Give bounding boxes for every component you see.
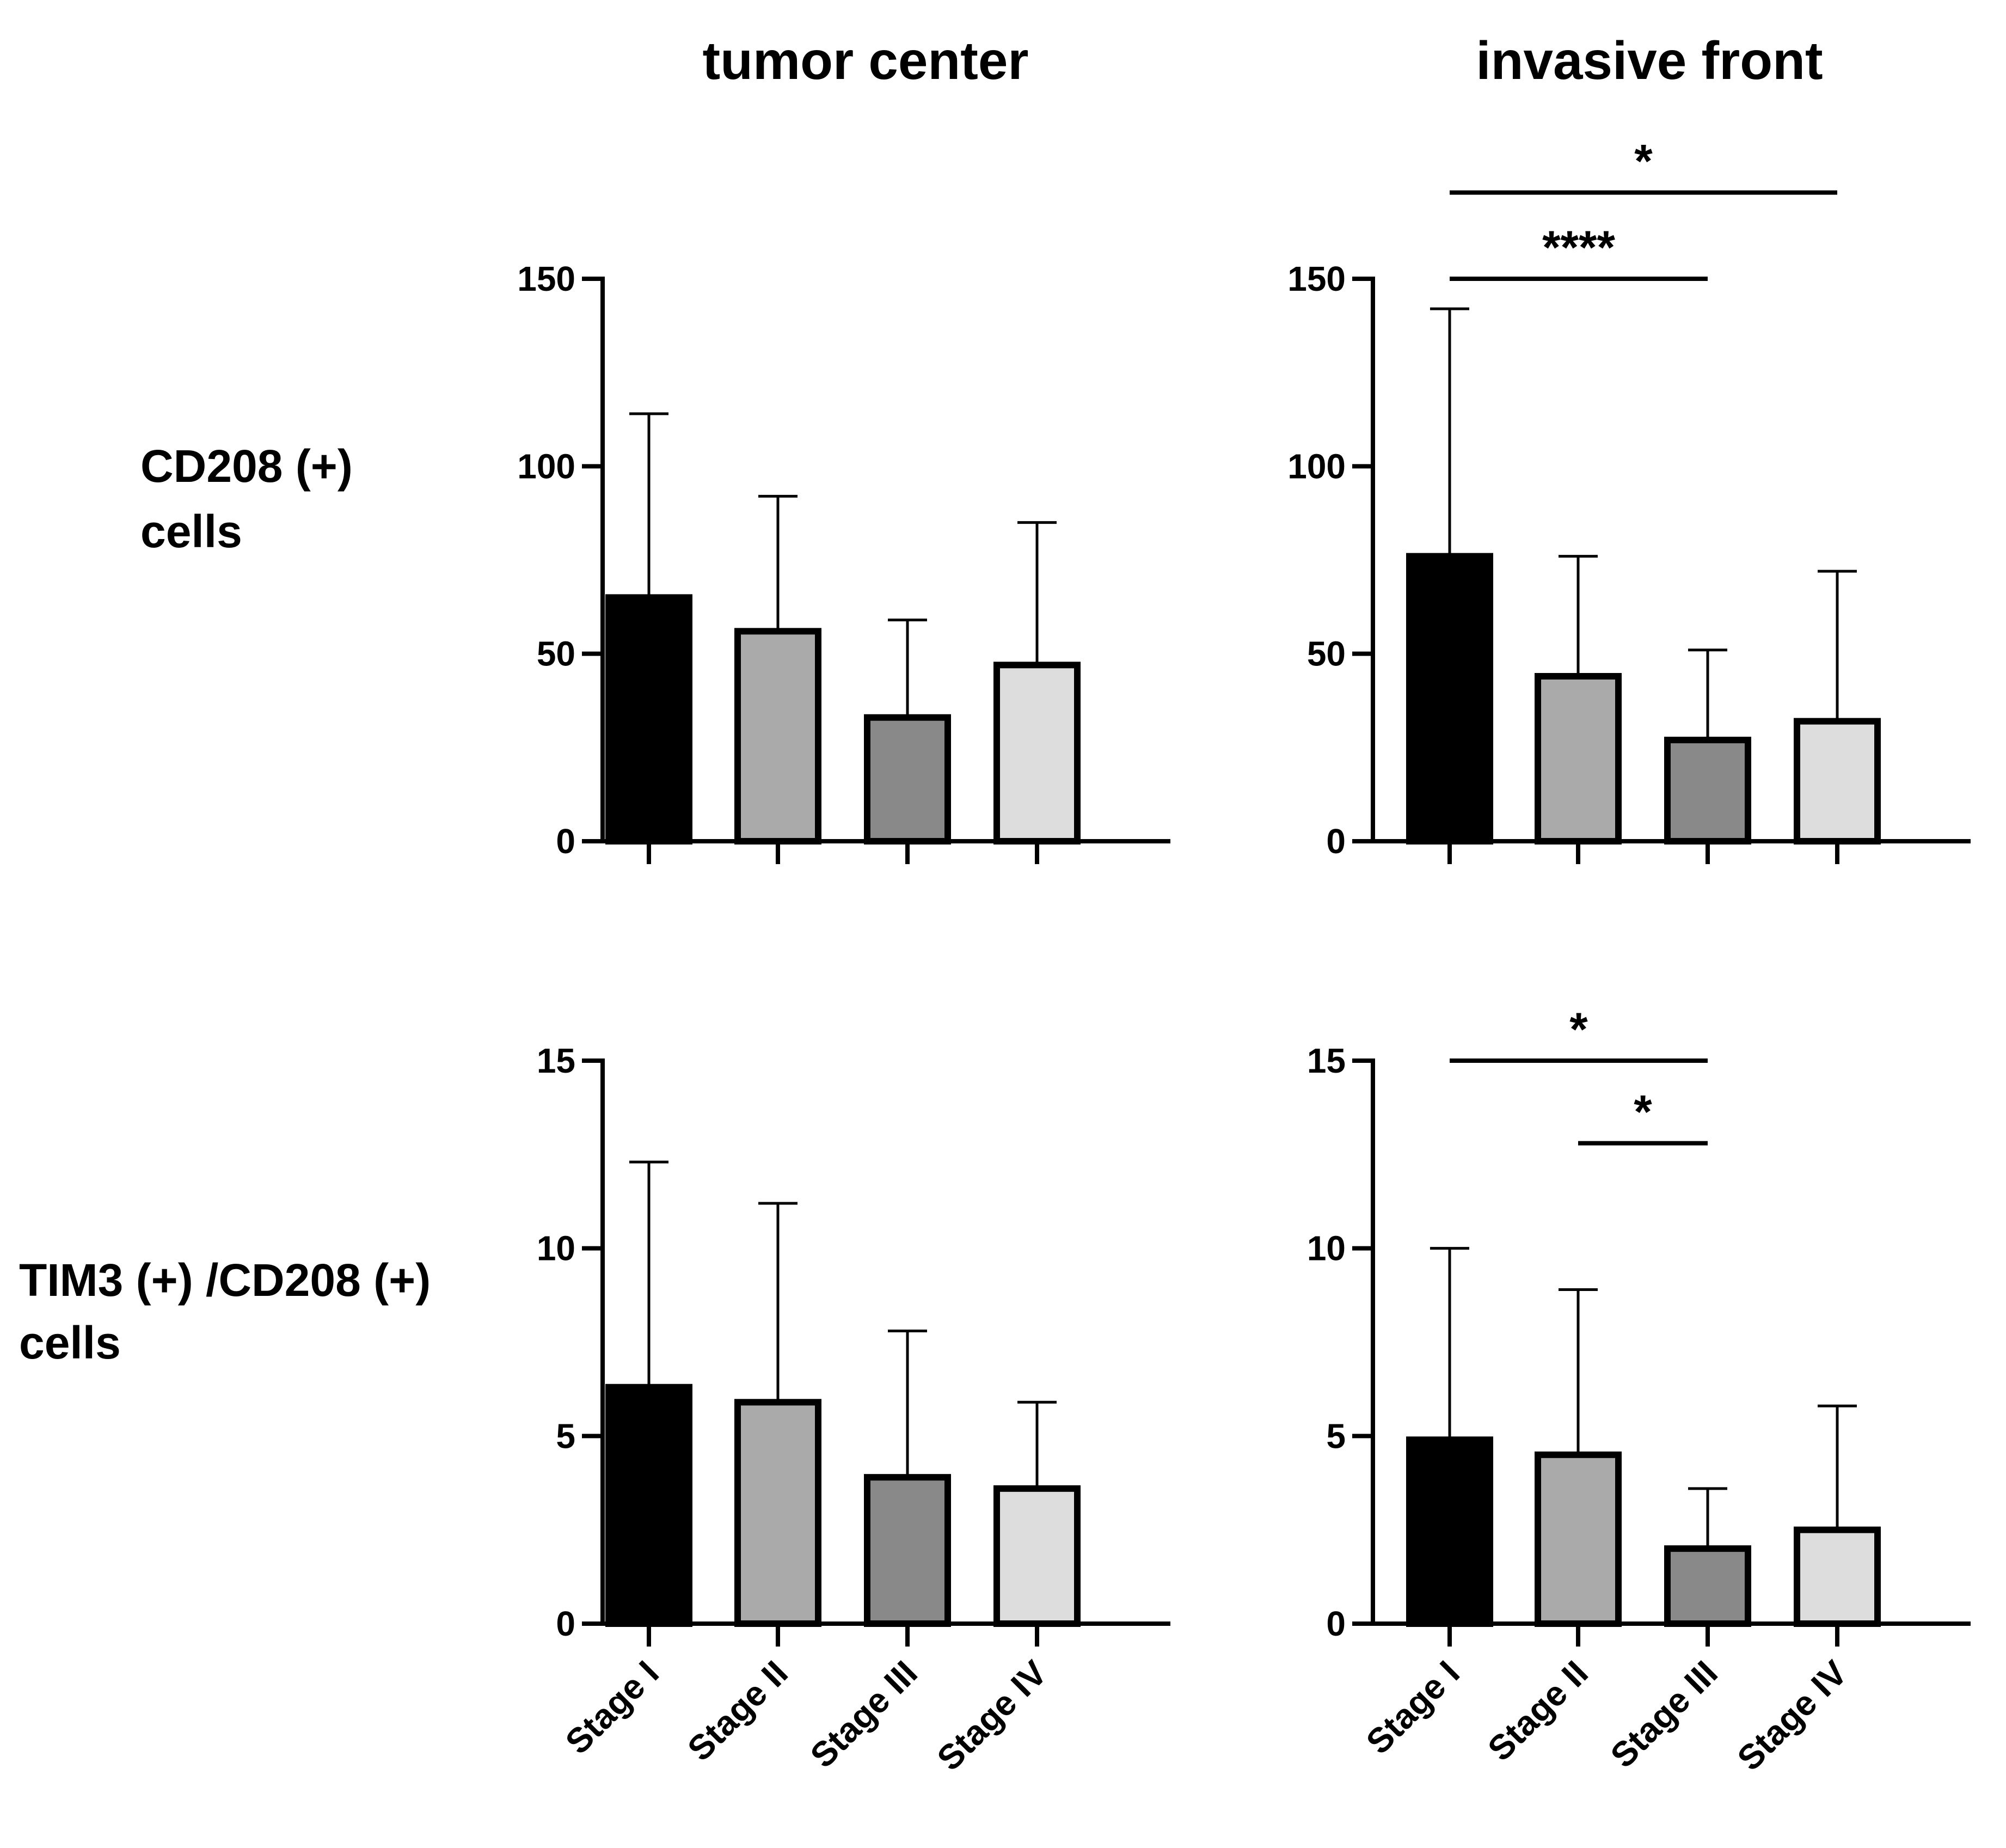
row-label-tim3-cd208-line1: TIM3 (+) /CD208 (+) xyxy=(19,1255,431,1306)
row-label-cd208-line1: CD208 (+) xyxy=(140,440,353,492)
bar-stage-iii xyxy=(1664,1545,1751,1627)
bar-stage-iv xyxy=(1794,718,1881,845)
y-tick-label: 10 xyxy=(1307,1229,1346,1268)
bar-stage-i xyxy=(1406,1436,1493,1627)
chart-tim3-invasive-front: 0 5 10 15 Stage I Stage II Stage III Stage IV * * xyxy=(1307,1003,1971,1778)
y-tick-label: 10 xyxy=(537,1229,575,1268)
column-title-tumor-center: tumor center xyxy=(702,30,1028,90)
bar-stage-ii xyxy=(1535,1451,1622,1627)
significance-label: **** xyxy=(1542,222,1615,274)
y-tick-label: 50 xyxy=(1307,634,1346,674)
x-tick-label-stage-ii: Stage II xyxy=(1480,1653,1596,1769)
bar-stage-iii xyxy=(1664,737,1751,845)
x-tick-label-stage-iii: Stage III xyxy=(802,1653,924,1775)
bar-stage-ii xyxy=(734,628,821,845)
row-label-cd208-line2: cells xyxy=(140,506,242,557)
chart-tim3-tumor-center: 0 5 10 15 Stage I Stage II Stage III Stage IV xyxy=(537,1041,1170,1778)
bar-stage-iii xyxy=(864,1474,951,1627)
row-label-tim3-cd208-line2: cells xyxy=(19,1317,121,1368)
y-tick-label: 0 xyxy=(1326,822,1346,861)
y-tick-label: 15 xyxy=(537,1041,575,1080)
bar-stage-i xyxy=(605,1384,692,1627)
x-tick-label-stage-iv: Stage IV xyxy=(929,1653,1054,1778)
y-tick-label: 150 xyxy=(1287,259,1346,298)
y-tick-label: 0 xyxy=(556,822,575,861)
bar-stage-ii xyxy=(1535,672,1622,845)
bar-stage-iv xyxy=(993,1485,1081,1627)
significance-label: * xyxy=(1634,136,1653,188)
y-tick-label: 50 xyxy=(537,634,575,674)
x-tick-label-stage-iii: Stage III xyxy=(1603,1653,1725,1775)
y-tick-label: 150 xyxy=(517,259,575,298)
x-tick-label-stage-iv: Stage IV xyxy=(1729,1653,1855,1778)
y-tick-label: 0 xyxy=(556,1604,575,1643)
y-tick-label: 15 xyxy=(1307,1041,1346,1080)
x-tick-label-stage-i: Stage I xyxy=(558,1653,666,1761)
x-tick-label-stage-ii: Stage II xyxy=(680,1653,795,1769)
y-tick-label: 5 xyxy=(1326,1416,1346,1455)
bar-stage-iii xyxy=(864,714,951,845)
bar-stage-iv xyxy=(993,662,1081,845)
y-tick-label: 100 xyxy=(517,446,575,486)
y-tick-label: 0 xyxy=(1326,1604,1346,1643)
bar-stage-i xyxy=(605,594,692,845)
bar-stage-iv xyxy=(1794,1526,1881,1627)
y-tick-label: 100 xyxy=(1287,446,1346,486)
column-title-invasive-front: invasive front xyxy=(1476,30,1823,90)
bar-stage-i xyxy=(1406,553,1493,845)
chart-cd208-tumor-center: 0 50 100 150 xyxy=(517,259,1170,864)
x-tick-label-stage-i: Stage I xyxy=(1359,1653,1467,1761)
bar-stage-ii xyxy=(734,1399,821,1627)
significance-label: * xyxy=(1634,1086,1652,1139)
significance-label: * xyxy=(1569,1003,1588,1056)
y-tick-label: 5 xyxy=(556,1416,575,1455)
